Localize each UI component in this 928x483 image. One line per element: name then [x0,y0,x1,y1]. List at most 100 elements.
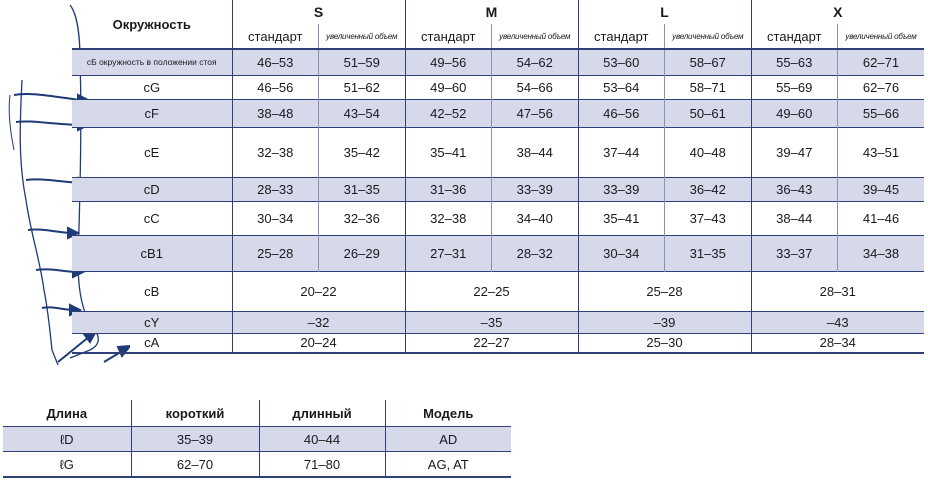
table-cell: 43–51 [837,126,924,177]
subheader-standard: стандарт [750,24,838,49]
table-cell: 58–71 [664,74,751,99]
table-cell: 46–56 [577,98,665,127]
table-cell: 49–56 [404,48,492,75]
header-circumference: Окружность [112,16,191,32]
size-header-L: L [577,0,751,24]
table-cell: 28–34 [750,332,924,354]
row-label: cB [72,270,232,311]
table-cell: 49–60 [750,98,838,127]
table-cell: 30–34 [231,200,319,235]
table-row: cA 20–24 22–27 25–30 28–34 [72,332,924,354]
table-cell: 40–48 [664,126,751,177]
table-cell: 20–24 [231,332,405,354]
table-row: cF 38–48 43–54 42–52 47–56 46–56 50–61 4… [72,98,924,127]
length-table: Длина короткий длинный Модель ℓD 35–39 4… [3,400,511,478]
row-label: сБ окружность в положении стоя [72,48,232,75]
table-cell: 62–70 [130,451,259,478]
table-cell: 55–66 [837,98,924,127]
table-cell: 39–45 [837,176,924,201]
table-cell: –32 [231,310,405,333]
table-cell: 51–59 [318,48,405,75]
size-table: Окружность S M L X стандарт увеличенный … [72,0,924,354]
table-cell: –35 [404,310,578,333]
table-cell: –43 [750,310,924,333]
table-cell: 55–69 [750,74,838,99]
row-label: cB1 [72,234,232,271]
table-cell: 51–62 [318,74,405,99]
table-cell: 28–32 [491,234,578,271]
table-cell: 34–40 [491,200,578,235]
table-cell: 27–31 [404,234,492,271]
table-cell: 32–38 [404,200,492,235]
table-row: cC 30–34 32–36 32–38 34–40 35–41 37–43 3… [72,200,924,235]
table-cell: 35–41 [404,126,492,177]
size-header-M: M [404,0,578,24]
subheader-extended: увеличенный объем [837,24,924,49]
table-cell: 31–35 [318,176,405,201]
table-cell: 25–28 [231,234,319,271]
size-header-X: X [750,0,924,24]
length-header-row: Длина короткий длинный Модель [3,400,511,427]
table-cell: AD [384,426,511,452]
table-cell: 50–61 [664,98,751,127]
arrow-cC [27,226,81,240]
table-cell: 32–36 [318,200,405,235]
row-label: cF [72,98,232,127]
row-label: cE [72,126,232,177]
table-cell: 31–35 [664,234,751,271]
header-short: короткий [130,400,259,427]
table-row: cY –32 –35 –39 –43 [72,310,924,333]
table-row: cB 20–22 22–25 25–28 28–31 [72,270,924,311]
subheader-extended: увеличенный объем [664,24,751,49]
table-cell: 49–60 [404,74,492,99]
table-cell: 36–42 [664,176,751,201]
table-cell: 25–28 [577,270,751,311]
table-cell: 20–22 [231,270,405,311]
subheader-extended: увеличенный объем [491,24,578,49]
header-model: Модель [384,400,511,427]
table-row: ℓG 62–70 71–80 AG, AT [3,451,511,478]
row-label: ℓG [3,451,131,478]
table-cell: 58–67 [664,48,751,75]
table-row: сБ окружность в положении стоя 46–53 51–… [72,48,924,75]
table-row: cG 46–56 51–62 49–60 54–66 53–64 58–71 5… [72,74,924,99]
table-cell: 38–44 [750,200,838,235]
table-cell: 53–60 [577,48,665,75]
table-row: cE 32–38 35–42 35–41 38–44 37–44 40–48 3… [72,126,924,177]
table-cell: 33–37 [750,234,838,271]
table-cell: 25–30 [577,332,751,354]
table-cell: 26–29 [318,234,405,271]
table-cell: 22–25 [404,270,578,311]
table-cell: 38–44 [491,126,578,177]
header-long: длинный [258,400,385,427]
row-label: ℓD [3,426,131,452]
row-label: cA [72,332,232,354]
table-cell: 31–36 [404,176,492,201]
table-cell: 35–39 [130,426,259,452]
table-cell: 39–47 [750,126,838,177]
table-cell: 55–63 [750,48,838,75]
subheader-standard: стандарт [404,24,492,49]
row-label: cG [72,74,232,99]
table-cell: 46–53 [231,48,319,75]
size-header-S: S [231,0,405,24]
table-cell: 34–38 [837,234,924,271]
table-cell: 38–48 [231,98,319,127]
table-cell: 53–64 [577,74,665,99]
header-length: Длина [3,400,131,427]
table-row: ℓD 35–39 40–44 AD [3,426,511,452]
table-cell: 42–52 [404,98,492,127]
table-cell: 30–34 [577,234,665,271]
table-cell: 35–41 [577,200,665,235]
table-cell: –39 [577,310,751,333]
table-cell: 41–46 [837,200,924,235]
table-cell: 36–43 [750,176,838,201]
table-cell: 46–56 [231,74,319,99]
table-cell: 43–54 [318,98,405,127]
subheader-extended: увеличенный объем [318,24,405,49]
table-cell: 33–39 [491,176,578,201]
table-cell: 54–62 [491,48,578,75]
table-cell: 54–66 [491,74,578,99]
table-cell: 33–39 [577,176,665,201]
table-row: cD 28–33 31–35 31–36 33–39 33–39 36–42 3… [72,176,924,201]
